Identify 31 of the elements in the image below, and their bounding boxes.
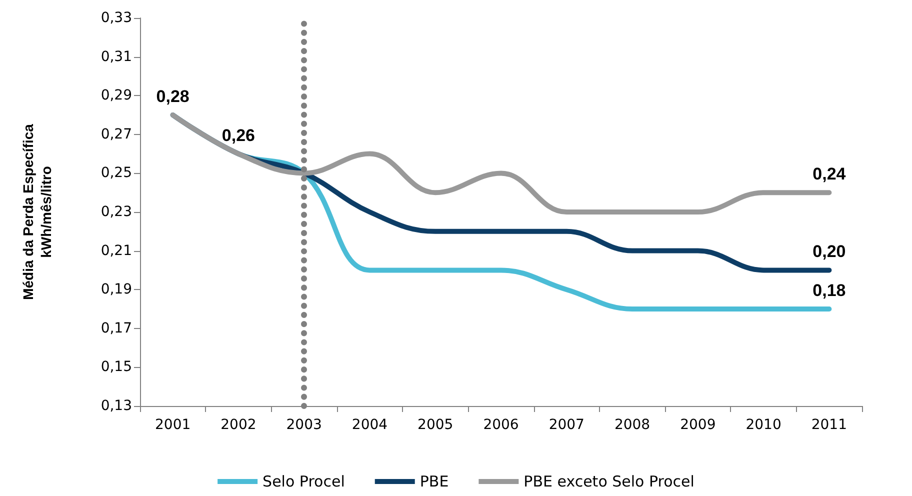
- y-tick-label: 0,21: [100, 242, 132, 259]
- y-tick-label: 0,13: [100, 398, 132, 414]
- legend-label: PBE exceto Selo Procel: [524, 472, 694, 490]
- y-tick-label: 0,23: [100, 204, 132, 220]
- data-label: 0,26: [222, 126, 255, 145]
- y-tick-label: 0,17: [100, 320, 132, 336]
- x-tick-label: 2002: [220, 417, 256, 433]
- x-tick-label: 2005: [418, 417, 454, 433]
- y-axis-title: Média da Perda Específica kWh/mês/litro: [20, 124, 54, 300]
- y-tick-label: 0,25: [100, 165, 132, 182]
- legend-label: Selo Procel: [262, 472, 345, 490]
- y-tick-label: 0,29: [100, 88, 132, 104]
- data-label: 0,18: [812, 281, 846, 300]
- x-tick-label: 2007: [548, 417, 584, 433]
- legend-label: PBE: [420, 472, 449, 490]
- y-tick-label: 0,15: [100, 359, 132, 376]
- data-label: 0,24: [812, 164, 846, 184]
- data-label: 0,20: [812, 242, 846, 262]
- y-tick-label: 0,27: [100, 126, 132, 142]
- y-tick-label: 0,31: [100, 48, 132, 65]
- x-tick-label: 2011: [811, 417, 847, 433]
- data-label: 0,28: [156, 87, 190, 106]
- x-tick-label: 2001: [155, 417, 191, 433]
- x-tick-label: 2003: [286, 417, 322, 433]
- x-tick-label: 2009: [680, 417, 716, 433]
- x-tick-label: 2004: [352, 417, 388, 433]
- x-tick-label: 2010: [746, 417, 782, 433]
- x-tick-label: 2006: [483, 417, 519, 433]
- y-tick-label: 0,19: [100, 282, 132, 298]
- y-tick-label: 0,33: [100, 10, 132, 26]
- x-tick-label: 2008: [614, 417, 650, 433]
